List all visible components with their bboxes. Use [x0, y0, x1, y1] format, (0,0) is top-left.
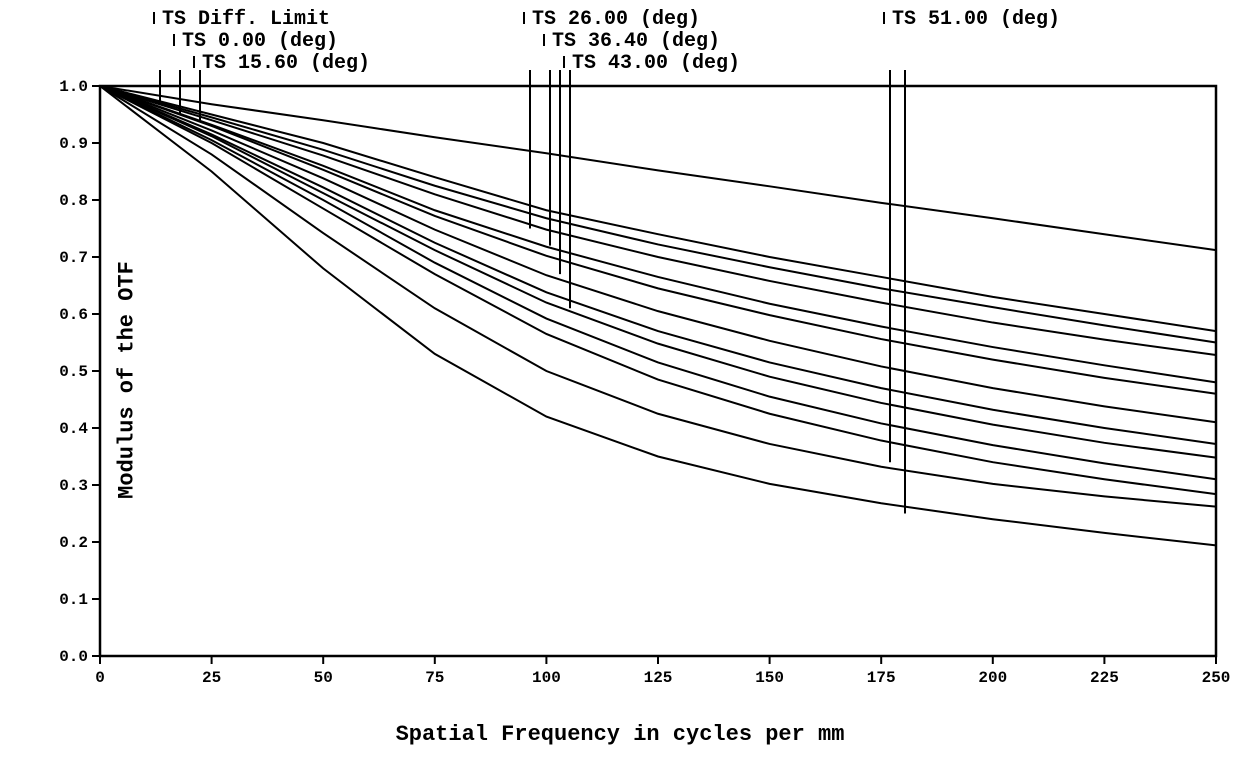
legend-label: TS 36.40 (deg) — [552, 30, 720, 53]
x-tick-label: 75 — [425, 669, 444, 687]
y-tick-label: 0.7 — [59, 249, 88, 267]
y-tick-label: 0.6 — [59, 306, 88, 324]
x-tick-label: 150 — [755, 669, 784, 687]
series-line — [100, 86, 1216, 250]
chart-svg: 0 25 50 75 100 125 150 175 200 225 250 0.0 0.1 0.2 0.3… — [0, 0, 1240, 759]
legend-label: TS 26.00 (deg) — [532, 8, 700, 31]
y-tick-label: 0.4 — [59, 420, 88, 438]
series-line — [100, 86, 1216, 422]
y-tick-label: 0.9 — [59, 135, 88, 153]
legend-label: TS 15.60 (deg) — [202, 52, 370, 75]
legend-label: TS 51.00 (deg) — [892, 8, 1060, 31]
legend-label: TS 0.00 (deg) — [182, 30, 338, 53]
y-tick-label: 0.1 — [59, 591, 88, 609]
x-tick-label: 125 — [644, 669, 673, 687]
series-line — [100, 86, 1216, 394]
x-tick-label: 0 — [95, 669, 105, 687]
plot-frame — [100, 86, 1216, 656]
series-line — [100, 86, 1216, 331]
x-tick-label: 100 — [532, 669, 561, 687]
y-tick-label: 0.2 — [59, 534, 88, 552]
series-line — [100, 86, 1216, 507]
legend-label: TS Diff. Limit — [162, 8, 330, 31]
x-axis-label: Spatial Frequency in cycles per mm — [396, 722, 845, 747]
x-tick-label: 200 — [978, 669, 1007, 687]
y-tick-label: 0.5 — [59, 363, 88, 381]
x-tick-label: 250 — [1202, 669, 1231, 687]
x-tick-label: 50 — [314, 669, 333, 687]
y-tick-label: 0.8 — [59, 192, 88, 210]
y-tick-label: 0.3 — [59, 477, 88, 495]
x-tick-label: 225 — [1090, 669, 1119, 687]
mtf-chart: Modulus of the OTF Spatial Frequency in … — [0, 0, 1240, 759]
x-tick-label: 25 — [202, 669, 221, 687]
y-tick-label: 1.0 — [59, 78, 88, 96]
series-line — [100, 86, 1216, 343]
series-line — [100, 86, 1216, 444]
x-tick-label: 175 — [867, 669, 896, 687]
series-line — [100, 86, 1216, 458]
y-tick-label: 0.0 — [59, 648, 88, 666]
legend-label: TS 43.00 (deg) — [572, 52, 740, 75]
y-axis-label: Modulus of the OTF — [114, 261, 139, 499]
